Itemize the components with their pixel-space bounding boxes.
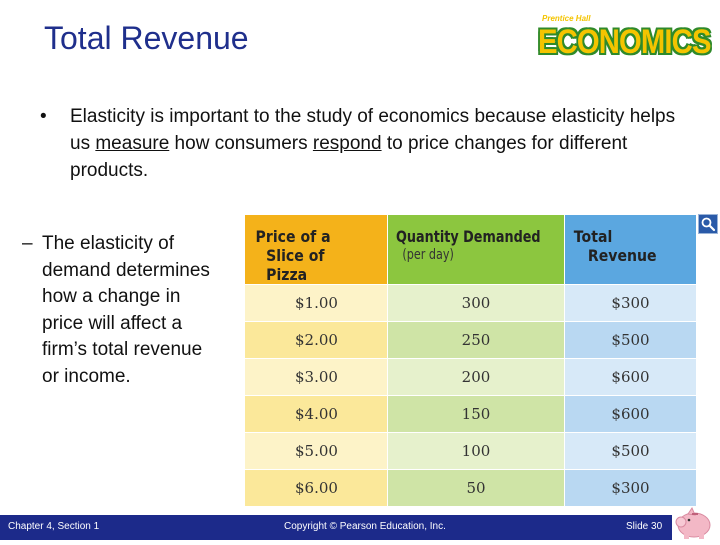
footer-copyright: Copyright © Pearson Education, Inc.: [284, 521, 446, 532]
price-cell: $4.00: [244, 395, 388, 433]
logo-publisher-text: Prentice Hall: [542, 14, 591, 23]
main-bullet: • Elasticity is important to the study o…: [40, 103, 680, 184]
table-row: $2.00 250 $500: [244, 321, 697, 359]
table-row: $4.00 150 $600: [244, 395, 697, 433]
magnifier-icon[interactable]: [698, 214, 718, 234]
bullet-dot: •: [40, 106, 47, 127]
sub-bullet-dash: –: [22, 233, 33, 254]
quantity-cell: 300: [387, 284, 565, 322]
quantity-header: Quantity Demanded (per day): [387, 214, 565, 285]
price-header: Price of a Slice of Pizza: [244, 214, 388, 285]
quantity-cell: 150: [387, 395, 565, 433]
revenue-cell: $300: [564, 284, 697, 322]
revenue-header-line2: Revenue: [587, 246, 657, 265]
revenue-header: Total Revenue: [564, 214, 697, 285]
price-header-line2: Slice of Pizza: [266, 246, 325, 284]
footer-chapter: Chapter 4, Section 1: [8, 521, 100, 532]
revenue-cell: $500: [564, 321, 697, 359]
underlined-measure: measure: [95, 133, 170, 154]
revenue-cell: $600: [564, 358, 697, 396]
table-row: $1.00 300 $300: [244, 284, 697, 322]
sub-bullet-text: The elasticity of demand determines how …: [42, 233, 210, 387]
bullet-text-part: how consumers: [169, 133, 313, 154]
quantity-header-line2: (per day): [402, 247, 454, 263]
quantity-cell: 250: [387, 321, 565, 359]
price-header-line1: Price of a: [255, 227, 331, 246]
slide-title: Total Revenue: [44, 20, 249, 56]
table-header-row: Price of a Slice of Pizza Quantity Deman…: [244, 214, 697, 285]
quantity-cell: 200: [387, 358, 565, 396]
revenue-header-line1: Total: [573, 227, 613, 246]
footer-slide-number: Slide 30: [626, 521, 663, 532]
price-cell: $2.00: [244, 321, 388, 359]
table-row: $3.00 200 $600: [244, 358, 697, 396]
quantity-cell: 50: [387, 469, 565, 507]
underlined-respond: respond: [312, 133, 382, 154]
revenue-cell: $300: [564, 469, 697, 507]
economics-logo: Prentice Hall ECONOMICS: [538, 14, 711, 64]
table-row: $6.00 50 $300: [244, 469, 697, 507]
main-bullet-text: Elasticity is important to the study of …: [70, 103, 680, 184]
table-row: $5.00 100 $500: [244, 432, 697, 470]
bullet-text-part: to price changes for different products.: [70, 133, 628, 181]
logo-wordmark: ECONOMICS: [538, 23, 711, 61]
sub-bullet: – The elasticity of demand determines ho…: [22, 231, 222, 390]
price-cell: $3.00: [244, 358, 388, 396]
revenue-cell: $500: [564, 432, 697, 470]
piggy-bank-icon[interactable]: [672, 498, 718, 545]
price-cell: $5.00: [244, 432, 388, 470]
quantity-header-line1: Quantity Demanded: [396, 227, 541, 246]
revenue-cell: $600: [564, 395, 697, 433]
quantity-cell: 100: [387, 432, 565, 470]
slide-footer: Chapter 4, Section 1 Copyright © Pearson…: [0, 515, 672, 540]
price-cell: $1.00: [244, 284, 388, 322]
price-cell: $6.00: [244, 469, 388, 507]
bullet-text-part: Elasticity is important to the study of …: [70, 106, 676, 154]
pizza-revenue-table: Price of a Slice of Pizza Quantity Deman…: [244, 214, 697, 507]
